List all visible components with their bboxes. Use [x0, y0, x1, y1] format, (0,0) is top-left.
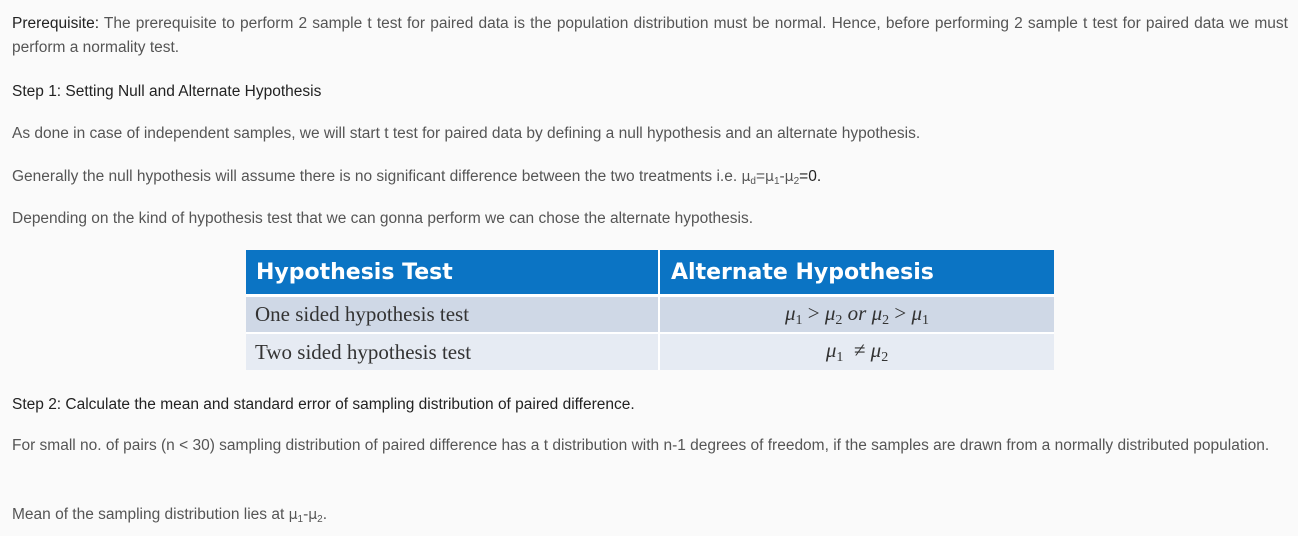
minus-sign: - [303, 506, 309, 523]
step2-para2: Mean of the sampling distribution lies a… [12, 503, 1288, 527]
mu-symbol: μ [288, 507, 298, 523]
step1-heading: Step 1: Setting Null and Alternate Hypot… [12, 83, 322, 100]
row-test-name: One sided hypothesis test [246, 294, 660, 332]
step2-heading: Step 2: Calculate the mean and standard … [12, 396, 635, 413]
header-alternate-hypothesis: Alternate Hypothesis [671, 259, 934, 285]
formula-tail: =0. [799, 168, 822, 185]
mu-symbol: μ [765, 169, 774, 185]
mu-symbol: μ [784, 169, 794, 185]
prerequisite-label: Prerequisite: [12, 15, 100, 32]
step1-para1: As done in case of independent samples, … [12, 125, 921, 142]
hypothesis-table: Hypothesis Test Alternate Hypothesis One… [246, 250, 1054, 370]
table-row: One sided hypothesis test μ1 > μ2 or μ2 … [246, 294, 1054, 332]
minus-sign: - [779, 168, 785, 185]
table-row: Two sided hypothesis test μ1 ≠ μ2 [246, 332, 1054, 370]
mu-symbol: μ [741, 169, 751, 185]
step2-para2-suffix: . [322, 506, 328, 523]
step2-para2-prefix: Mean of the sampling distribution lies a… [12, 506, 289, 523]
row-test-name: Two sided hypothesis test [246, 332, 660, 370]
subscript-1: 1 [297, 514, 304, 525]
step1-para2-prefix: Generally the null hypothesis will assum… [12, 168, 742, 185]
equals-sign: = [755, 168, 766, 185]
step2-para1: For small no. of pairs (n < 30) sampling… [12, 437, 1270, 454]
subscript-1: 1 [773, 176, 780, 187]
subscript-d: d [750, 176, 756, 187]
subscript-2: 2 [793, 176, 800, 187]
header-hypothesis-test: Hypothesis Test [246, 250, 660, 294]
mu-symbol: μ [308, 507, 318, 523]
row-alternate-formula: μ1 ≠ μ2 [660, 332, 1054, 370]
subscript-2: 2 [317, 514, 323, 525]
prerequisite-text: The prerequisite to perform 2 sample t t… [12, 15, 1288, 56]
row-alternate-formula: μ1 > μ2 or μ2 > μ1 [660, 294, 1054, 332]
table-header-row: Hypothesis Test Alternate Hypothesis [246, 250, 1054, 294]
prerequisite-paragraph: Prerequisite: The prerequisite to perfor… [12, 12, 1288, 60]
step1-para2: Generally the null hypothesis will assum… [12, 165, 1288, 189]
step1-para3: Depending on the kind of hypothesis test… [12, 210, 754, 227]
